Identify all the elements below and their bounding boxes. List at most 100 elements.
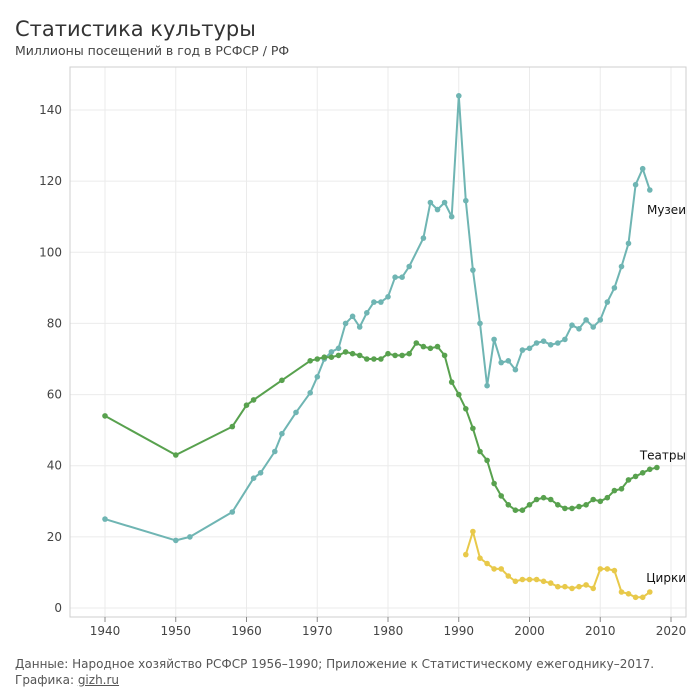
data-point <box>420 343 427 350</box>
data-point <box>569 505 575 512</box>
data-point <box>102 516 108 522</box>
data-point <box>470 267 476 273</box>
data-point <box>349 350 356 357</box>
x-tick-label: 2010 <box>585 624 616 638</box>
data-point <box>243 402 250 409</box>
data-point <box>477 320 483 327</box>
data-point <box>484 560 490 567</box>
data-point <box>519 347 526 353</box>
data-point <box>371 299 377 305</box>
data-point <box>293 409 299 416</box>
data-point <box>434 343 441 350</box>
data-point <box>604 566 611 572</box>
data-point <box>413 340 420 346</box>
data-point <box>625 591 632 597</box>
data-point <box>102 413 108 419</box>
data-point <box>639 470 646 476</box>
data-point <box>519 576 526 583</box>
data-point <box>512 578 519 585</box>
data-point <box>491 480 497 487</box>
data-point <box>385 350 391 357</box>
data-point <box>505 358 512 364</box>
y-tick-label: 120 <box>39 174 62 188</box>
data-point <box>562 336 568 343</box>
data-point <box>533 576 540 583</box>
data-point <box>229 509 236 515</box>
data-point <box>427 199 434 206</box>
data-point <box>618 263 625 270</box>
data-point <box>463 406 469 412</box>
data-point <box>512 366 519 373</box>
data-point <box>307 390 314 396</box>
data-point <box>639 165 646 172</box>
data-point <box>385 294 391 300</box>
data-point <box>257 470 264 476</box>
x-tick-label: 1990 <box>443 624 474 638</box>
data-point <box>618 486 625 492</box>
data-point <box>307 358 314 364</box>
x-tick-label: 1960 <box>231 624 262 638</box>
data-point <box>250 397 257 403</box>
y-tick-label: 20 <box>47 530 62 544</box>
data-point <box>498 359 505 366</box>
data-point <box>632 594 639 601</box>
data-point <box>448 379 455 385</box>
data-point <box>604 299 611 305</box>
data-point <box>597 498 604 505</box>
data-point <box>540 338 547 345</box>
data-point <box>448 213 455 220</box>
data-point <box>491 566 497 572</box>
data-point <box>441 352 448 359</box>
data-point <box>555 583 561 590</box>
data-point <box>484 382 490 389</box>
data-point <box>279 430 285 437</box>
source-note: Данные: Народное хозяйство РСФСР 1956–19… <box>15 657 655 671</box>
data-point <box>540 494 547 501</box>
series-line <box>104 94 651 542</box>
y-tick-label: 100 <box>39 245 62 259</box>
data-point <box>406 350 413 357</box>
data-point <box>349 313 356 320</box>
series-group <box>102 93 660 601</box>
data-point <box>173 537 179 544</box>
data-point <box>583 317 589 323</box>
data-point <box>540 578 547 585</box>
data-point <box>576 503 582 510</box>
series-labels: Музеи Театры Цирки <box>639 203 686 585</box>
data-point <box>356 324 363 330</box>
data-point <box>604 494 611 501</box>
data-point <box>498 493 505 499</box>
data-point <box>547 580 554 586</box>
chart-grid <box>70 67 686 617</box>
data-point <box>356 352 363 359</box>
chart-title: Статистика культуры <box>15 17 256 41</box>
data-point <box>562 583 568 590</box>
series-label: Театры <box>639 448 686 462</box>
y-tick-label: 80 <box>47 316 62 330</box>
data-point <box>314 356 321 362</box>
data-point <box>364 356 370 362</box>
data-point <box>314 374 321 380</box>
y-tick-label: 0 <box>54 601 62 615</box>
series-2 <box>463 528 653 601</box>
data-point <box>441 199 448 206</box>
data-point <box>364 310 370 316</box>
data-point <box>533 340 540 346</box>
data-point <box>342 320 349 327</box>
data-point <box>272 448 278 455</box>
data-point <box>250 475 257 482</box>
data-point <box>526 576 533 583</box>
data-point <box>399 274 405 281</box>
data-point <box>470 425 476 432</box>
x-axis: 1940 1950 1960 1970 1980 1990 2000 2010 2020 <box>90 617 687 638</box>
x-tick-label: 2020 <box>656 624 687 638</box>
data-point <box>378 356 384 362</box>
data-point <box>342 349 349 355</box>
credit-link[interactable]: gizh.ru <box>77 673 120 687</box>
data-point <box>590 496 596 503</box>
data-point <box>547 496 554 503</box>
data-point <box>597 317 604 323</box>
data-point <box>647 466 653 473</box>
data-point <box>576 583 582 590</box>
data-point <box>392 352 398 359</box>
